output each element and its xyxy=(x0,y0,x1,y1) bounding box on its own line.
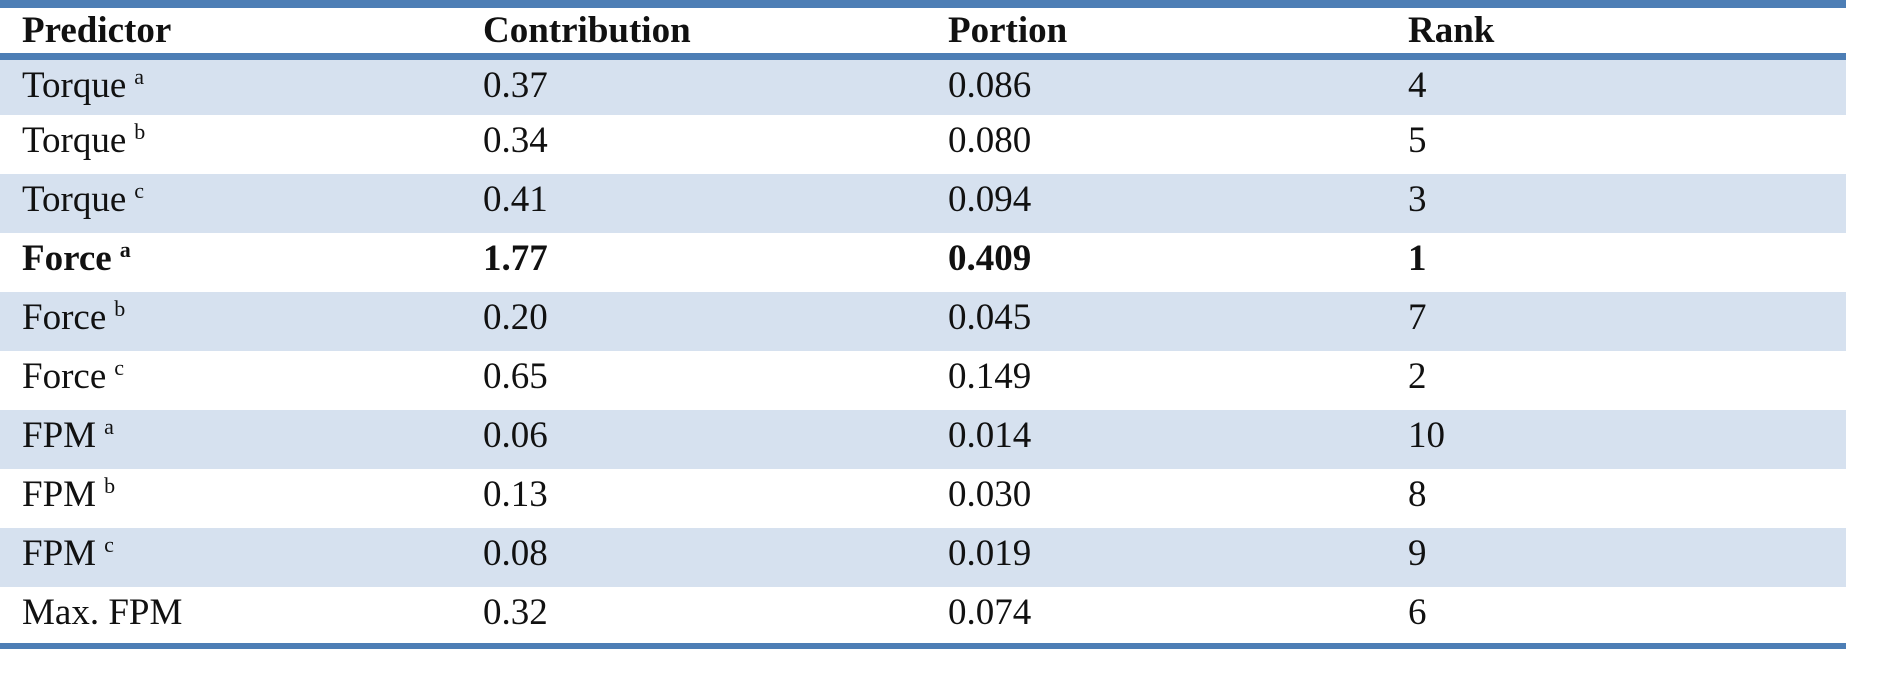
cell-predictor: Force b xyxy=(0,292,461,351)
predictor-label: Force xyxy=(22,297,107,338)
header-row: Predictor Contribution Portion Rank xyxy=(0,4,1846,60)
cell-contribution: 1.77 xyxy=(483,238,548,279)
cell-portion: 0.080 xyxy=(948,120,1032,161)
table-row: Torque a 0.37 0.086 4 xyxy=(0,56,1846,115)
table-row: Torque c 0.41 0.094 3 xyxy=(0,174,1846,233)
table-row: FPM c 0.08 0.019 9 xyxy=(0,528,1846,587)
predictor-superscript: a xyxy=(134,63,145,89)
cell-rank: 9 xyxy=(1408,533,1427,574)
cell-contribution: 0.41 xyxy=(483,179,548,220)
predictor-label: Torque xyxy=(22,64,127,106)
predictor-label: Torque xyxy=(22,120,127,161)
cell-predictor: FPM c xyxy=(0,528,461,587)
cell-contribution: 0.06 xyxy=(483,415,548,456)
cell-portion: 0.014 xyxy=(948,415,1032,456)
cell-predictor: Torque c xyxy=(0,174,461,233)
cell-contribution: 0.37 xyxy=(483,64,548,106)
cell-portion: 0.409 xyxy=(948,238,1032,279)
predictor-superscript: b xyxy=(104,473,116,498)
cell-contribution: 0.13 xyxy=(483,474,548,515)
cell-predictor: Torque b xyxy=(0,115,461,174)
cell-rank: 10 xyxy=(1408,415,1445,456)
predictor-superscript: b xyxy=(134,119,146,144)
cell-rank: 6 xyxy=(1408,592,1427,633)
cell-portion: 0.094 xyxy=(948,179,1032,220)
table-row: Force b 0.20 0.045 7 xyxy=(0,292,1846,351)
predictor-label: Force xyxy=(22,356,107,397)
cell-contribution: 0.20 xyxy=(483,297,548,338)
cell-rank: 4 xyxy=(1408,64,1427,106)
predictor-label: Force xyxy=(22,238,112,279)
cell-portion: 0.149 xyxy=(948,356,1032,397)
predictor-label: Max. FPM xyxy=(22,592,183,633)
cell-contribution: 0.32 xyxy=(483,592,548,633)
cell-portion: 0.074 xyxy=(948,592,1032,633)
cell-rank: 1 xyxy=(1408,238,1427,279)
table-row: Force a 1.77 0.409 1 xyxy=(0,233,1846,292)
cell-rank: 2 xyxy=(1408,356,1427,397)
predictor-label: FPM xyxy=(22,415,97,456)
cell-rank: 5 xyxy=(1408,120,1427,161)
table-row: Max. FPM 0.32 0.074 6 xyxy=(0,587,1846,646)
cell-portion: 0.019 xyxy=(948,533,1032,574)
cell-contribution: 0.65 xyxy=(483,356,548,397)
predictor-superscript: c xyxy=(114,355,125,380)
cell-rank: 7 xyxy=(1408,297,1427,338)
cell-predictor: Force c xyxy=(0,351,461,410)
column-header-portion: Portion xyxy=(926,4,1386,60)
table-body: Torque a 0.37 0.086 4 Torque b 0.34 0.080 … xyxy=(0,56,1846,646)
predictor-superscript: b xyxy=(114,296,126,321)
predictor-superscript: c xyxy=(134,178,145,203)
predictor-label: FPM xyxy=(22,474,97,515)
cell-portion: 0.030 xyxy=(948,474,1032,515)
column-header-predictor: Predictor xyxy=(0,4,461,60)
table-row: FPM a 0.06 0.014 10 xyxy=(0,410,1846,469)
cell-portion: 0.045 xyxy=(948,297,1032,338)
cell-rank: 8 xyxy=(1408,474,1427,515)
predictor-label: Torque xyxy=(22,179,127,220)
cell-predictor: Torque a xyxy=(0,56,461,115)
table-row: Force c 0.65 0.149 2 xyxy=(0,351,1846,410)
cell-predictor: FPM a xyxy=(0,410,461,469)
column-header-contribution: Contribution xyxy=(461,4,926,60)
predictor-superscript: c xyxy=(104,532,114,557)
cell-contribution: 0.08 xyxy=(483,533,548,574)
cell-contribution: 0.34 xyxy=(483,120,548,161)
predictor-superscript: a xyxy=(119,237,131,262)
cell-predictor: FPM b xyxy=(0,469,461,528)
cell-predictor: Force a xyxy=(0,233,461,292)
table-header: Predictor Contribution Portion Rank xyxy=(0,4,1846,60)
predictor-importance-table: Predictor Contribution Portion Rank Torq… xyxy=(0,0,1846,649)
predictor-label: FPM xyxy=(22,533,97,574)
table-row: FPM b 0.13 0.030 8 xyxy=(0,469,1846,528)
table-row: Torque b 0.34 0.080 5 xyxy=(0,115,1846,174)
cell-portion: 0.086 xyxy=(948,64,1032,106)
cell-predictor: Max. FPM xyxy=(0,587,461,646)
predictor-superscript: a xyxy=(104,414,114,439)
column-header-rank: Rank xyxy=(1386,4,1846,60)
cell-rank: 3 xyxy=(1408,179,1427,220)
